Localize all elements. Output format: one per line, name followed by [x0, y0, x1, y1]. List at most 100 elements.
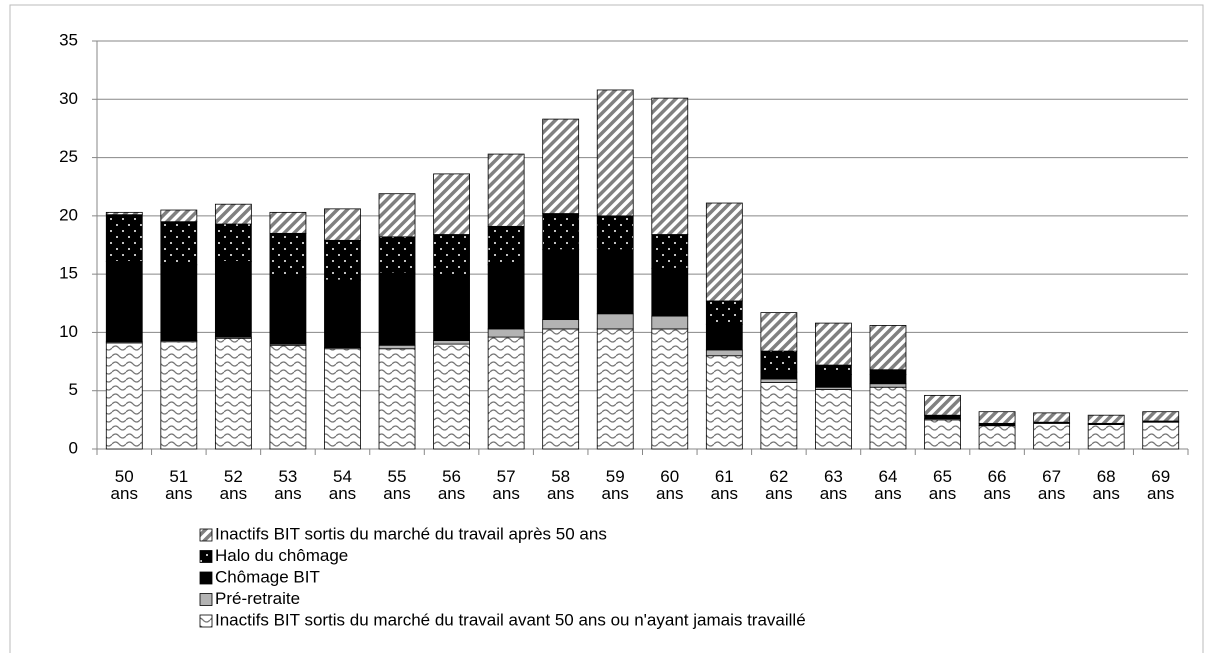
y-tick-label: 5	[69, 380, 78, 399]
legend-swatch	[199, 528, 213, 542]
bar-segment	[596, 313, 634, 330]
legend-label: Chômage BIT	[215, 567, 320, 586]
x-tick-label: 51 ans	[165, 467, 193, 503]
y-tick-label: 10	[59, 322, 78, 341]
bar-segment	[269, 232, 307, 279]
bar-segment	[596, 89, 634, 217]
bar-segment	[378, 193, 416, 238]
bar-segment	[378, 272, 416, 346]
bar-segment	[596, 215, 634, 251]
bar-segment	[433, 340, 470, 345]
bar-segment	[651, 234, 689, 269]
x-tick-label: 69 ans	[1147, 467, 1175, 503]
bar-segment	[651, 267, 689, 317]
legend-label: Pré-retraite	[215, 589, 300, 608]
y-tick-label: 30	[59, 89, 78, 108]
frame	[9, 4, 1204, 653]
bar-segment	[815, 322, 852, 366]
bar-segment	[160, 264, 198, 341]
x-tick-label: 57 ans	[492, 467, 520, 503]
y-tick-label: 20	[59, 205, 78, 224]
bar-segment	[760, 382, 798, 450]
x-tick-label: 54 ans	[328, 467, 357, 503]
bar-segment	[869, 386, 907, 450]
bar-segment	[760, 312, 798, 352]
x-tick-label: 64 ans	[874, 467, 902, 503]
bar-segment	[978, 411, 1016, 424]
bar-segment	[487, 336, 525, 450]
bar-segment	[869, 383, 907, 388]
bar-segment	[760, 350, 798, 373]
bar-segment	[433, 234, 470, 276]
x-tick-label: 50 ans	[110, 467, 138, 503]
x-tick-label: 67 ans	[1037, 467, 1066, 503]
bar-segment	[596, 328, 634, 450]
legend-label: Inactifs BIT sortis du marché du travail…	[215, 610, 806, 629]
y-tick-label: 25	[59, 147, 78, 166]
legend-label: Halo du chômage	[215, 546, 348, 565]
bar-segment	[160, 221, 198, 266]
x-tick-label: 66 ans	[983, 467, 1011, 503]
bar-segment	[487, 153, 525, 227]
bar-segment	[869, 325, 907, 371]
bar-segment	[487, 328, 525, 338]
x-tick-label: 58 ans	[546, 467, 575, 503]
x-tick-label: 62 ans	[765, 467, 793, 503]
bar-segment	[269, 211, 307, 234]
bar-segment	[542, 328, 580, 450]
y-tick-label: 0	[69, 438, 78, 457]
x-tick-label: 61 ans	[710, 467, 739, 503]
bar-segment	[596, 249, 634, 315]
x-tick-label: 56 ans	[437, 467, 466, 503]
x-tick-label: 55 ans	[383, 467, 411, 503]
bar-segment	[105, 342, 143, 450]
x-tick-label: 59 ans	[601, 467, 629, 503]
bar-segment	[269, 277, 307, 345]
legend-label: Inactifs BIT sortis du marché du travail…	[215, 524, 607, 543]
legend-swatch	[199, 571, 213, 585]
bar-segment	[1087, 424, 1125, 450]
bar-segment	[105, 211, 143, 216]
y-tick-label: 35	[59, 30, 78, 49]
bar-segment	[705, 202, 743, 302]
bar-segment	[324, 348, 361, 450]
bar-segment	[542, 319, 580, 330]
bar-segment	[433, 274, 470, 341]
bar-segment	[160, 341, 198, 450]
bar-segment	[924, 414, 961, 420]
bar-segment	[815, 389, 852, 450]
bar-segment	[214, 203, 252, 225]
bar-segment	[160, 209, 198, 223]
x-tick-label: 65 ans	[928, 467, 957, 503]
bar-segment	[760, 378, 798, 383]
bar-segment	[705, 355, 743, 450]
bar-segment	[924, 394, 961, 416]
bar-segment	[542, 213, 580, 251]
bar-segment	[1142, 411, 1180, 422]
bar-segment	[651, 328, 689, 450]
bar-segment	[869, 373, 907, 385]
x-tick-label: 63 ans	[819, 467, 848, 503]
bar-segment	[705, 349, 743, 357]
legend-swatch	[199, 614, 213, 628]
bar-segment	[433, 343, 470, 450]
legend-swatch	[199, 593, 213, 606]
bar-segment	[214, 260, 252, 338]
bar-segment	[324, 239, 361, 281]
bar-segment	[651, 97, 689, 235]
bar-segment	[1033, 422, 1071, 450]
bar-segment	[378, 344, 416, 350]
bar-segment	[324, 279, 361, 348]
bar-segment	[378, 236, 416, 274]
bar-segment	[1087, 414, 1125, 424]
bar-segment	[487, 264, 525, 330]
bar-segment	[815, 373, 852, 388]
bar-segment	[1142, 421, 1180, 450]
bar-segment	[214, 223, 252, 262]
bar-segment	[760, 371, 798, 380]
x-tick-label: 68 ans	[1092, 467, 1120, 503]
bar-segment	[542, 249, 580, 321]
x-tick-label: 60 ans	[656, 467, 684, 503]
bar-segment	[978, 425, 1016, 450]
